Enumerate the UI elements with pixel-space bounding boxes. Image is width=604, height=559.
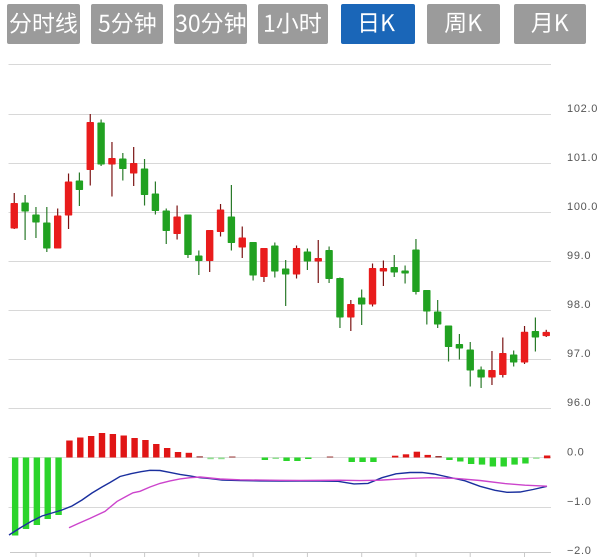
svg-text:101.0: 101.0 [567,152,598,164]
svg-text:98.0: 98.0 [567,299,591,311]
svg-text:0.0: 0.0 [567,447,584,459]
svg-text:−1.0: −1.0 [567,496,592,508]
svg-text:102.0: 102.0 [567,103,598,115]
svg-text:100.0: 100.0 [567,201,598,213]
svg-text:97.0: 97.0 [567,348,591,360]
svg-text:−2.0: −2.0 [567,545,592,557]
svg-text:96.0: 96.0 [567,397,591,409]
svg-text:99.0: 99.0 [567,250,591,262]
